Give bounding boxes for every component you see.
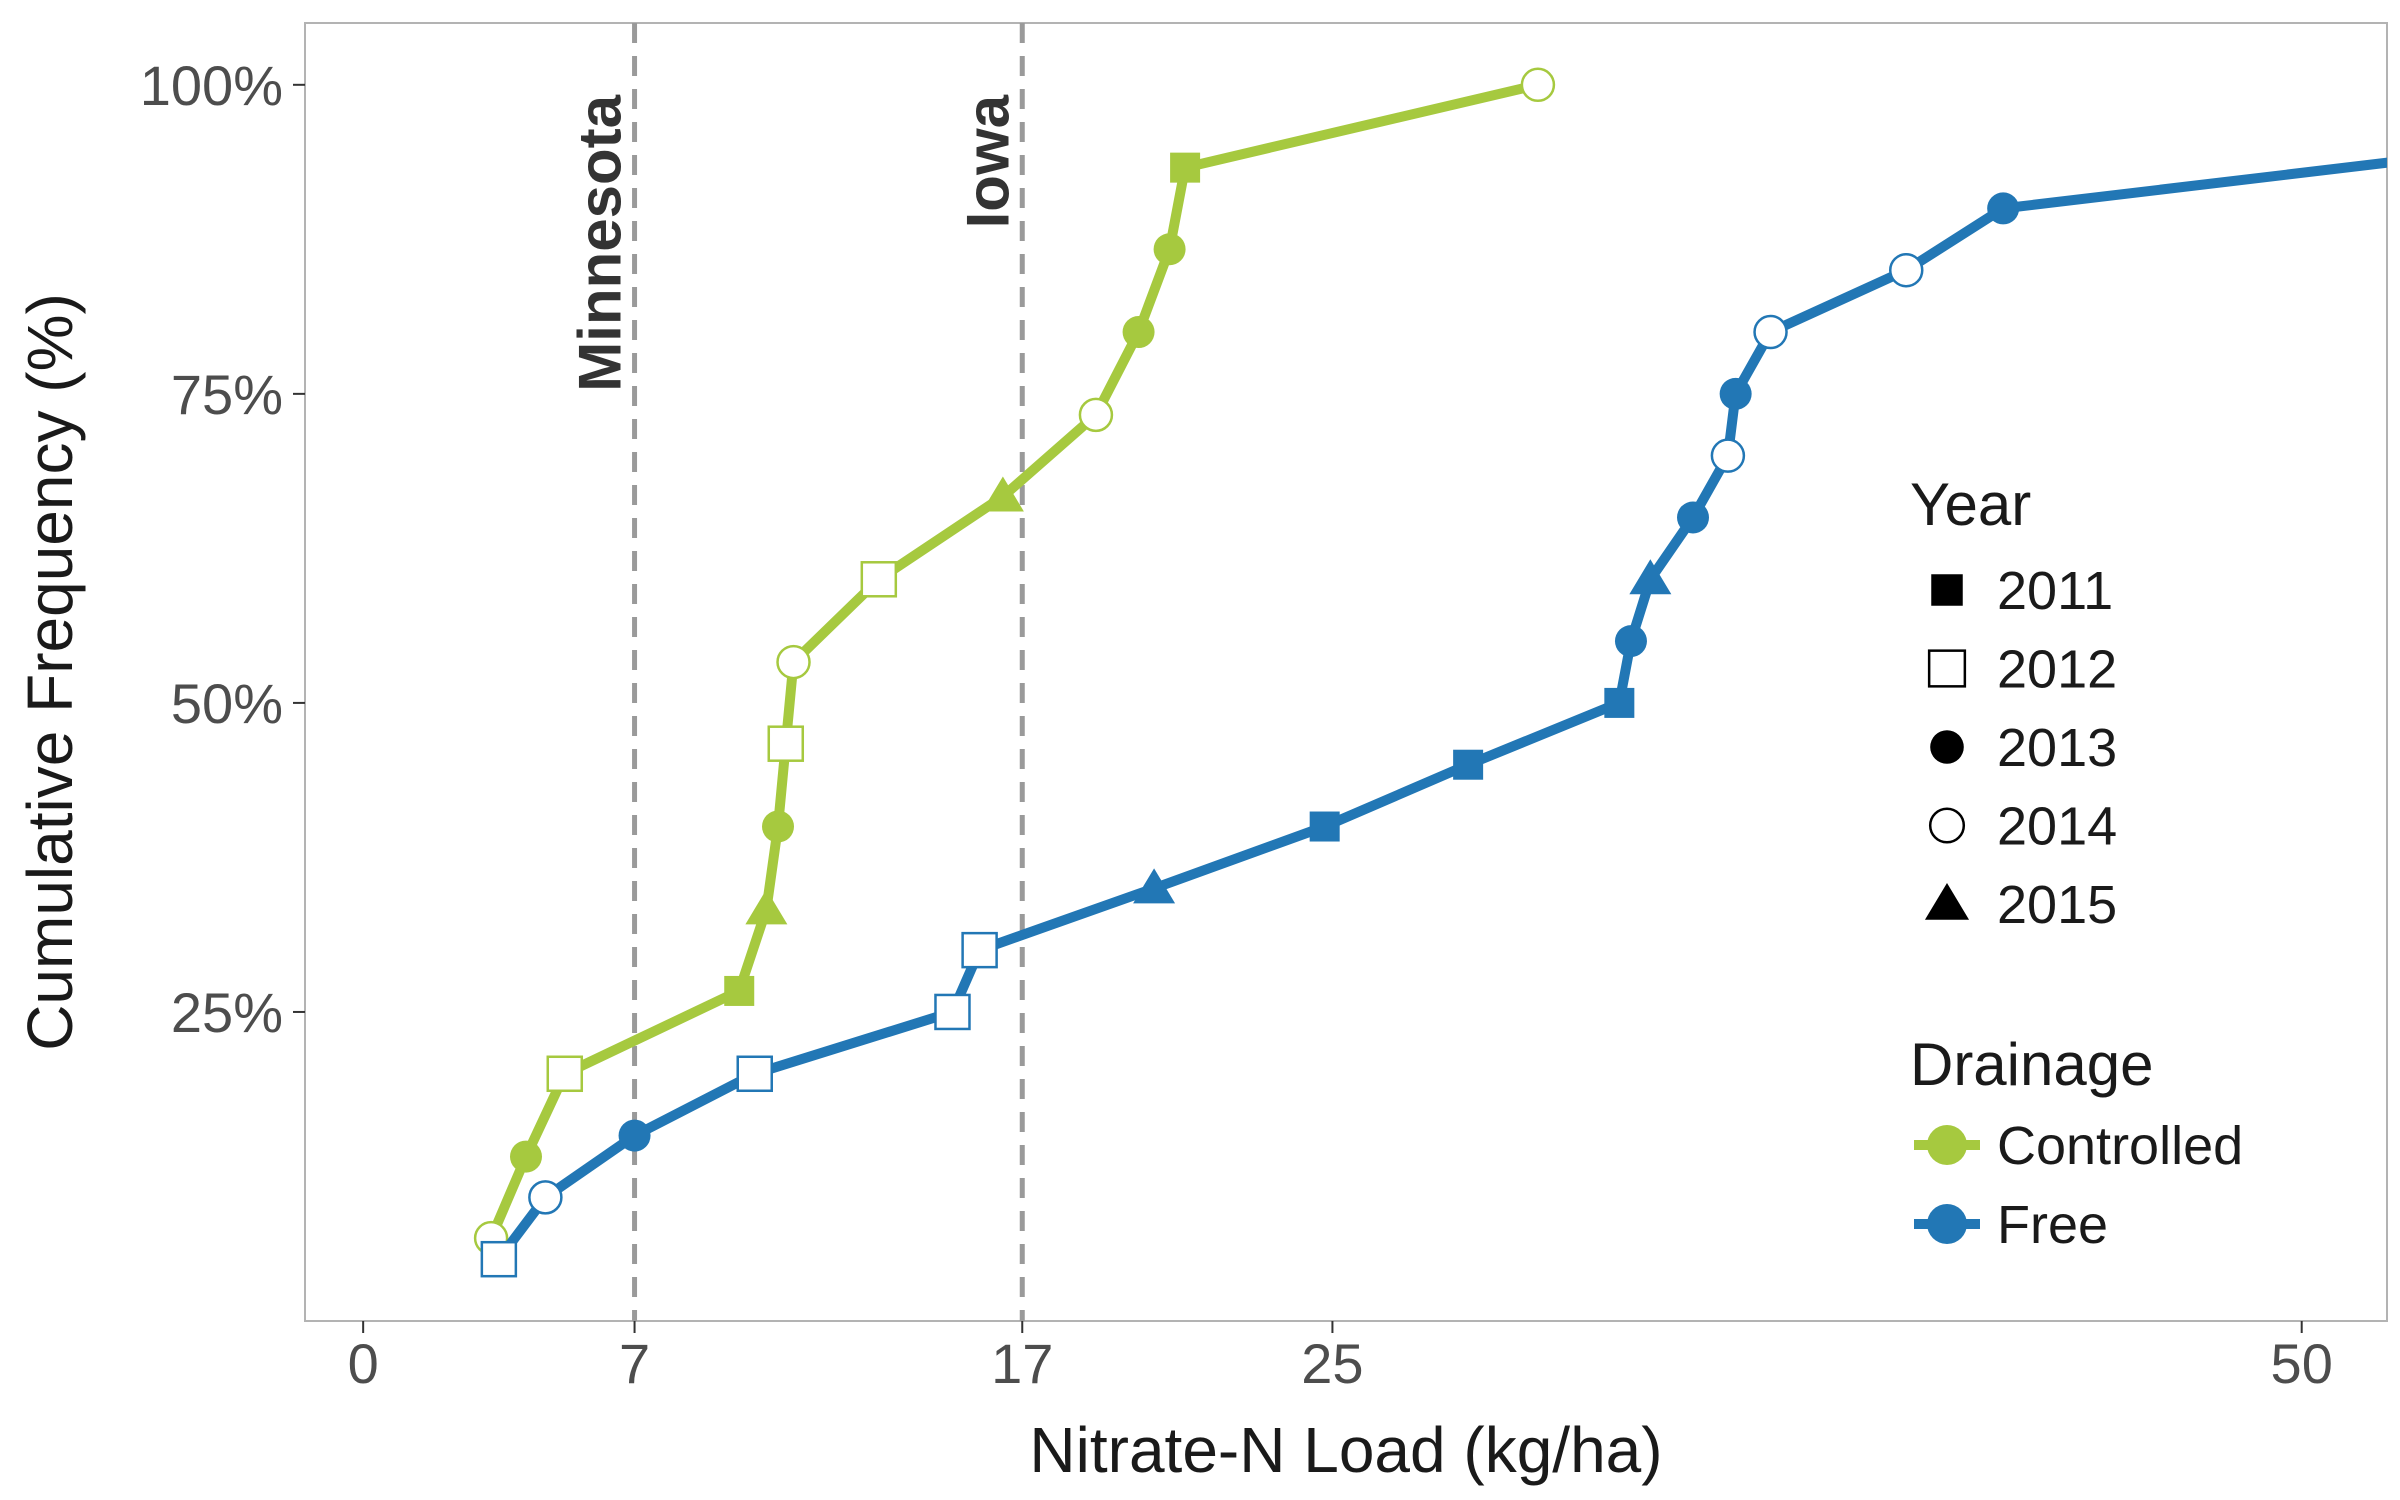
- legend-year-label: 2013: [1997, 718, 2117, 778]
- data-point: [546, 1055, 584, 1093]
- x-tick-label: 17: [991, 1332, 1053, 1395]
- legend-year-title: Year: [1910, 471, 2031, 538]
- data-point: [509, 1140, 542, 1173]
- legend-year-label: 2011: [1997, 561, 2113, 621]
- data-point: [1520, 67, 1556, 103]
- legend-drainage-label: Free: [1997, 1195, 2108, 1255]
- data-point: [1753, 314, 1788, 350]
- legend-year-label: 2012: [1997, 640, 2117, 700]
- data-point: [1170, 152, 1201, 183]
- data-point: [860, 561, 898, 598]
- data-point: [480, 1240, 518, 1278]
- data-point: [1078, 397, 1114, 433]
- data-point: [934, 993, 971, 1031]
- legend-year-key: [1924, 883, 1970, 920]
- data-point: [736, 1055, 773, 1093]
- x-axis-label: Nitrate-N Load (kg/ha): [1029, 1414, 1662, 1486]
- data-point: [961, 931, 998, 969]
- legend-drainage-key: [1927, 1204, 1967, 1244]
- legend-drainage-label: Controlled: [1997, 1116, 2243, 1176]
- x-tick-label: 50: [2271, 1332, 2333, 1395]
- reference-line-label: Minnesota: [567, 94, 634, 391]
- data-point: [1153, 233, 1186, 266]
- data-point: [1309, 811, 1340, 842]
- x-tick-label: 0: [348, 1332, 379, 1395]
- data-point: [1122, 316, 1155, 349]
- y-axis-label: Cumulative Frequency (%): [14, 293, 86, 1051]
- series-layer: [473, 67, 2387, 1278]
- data-point: [745, 889, 788, 925]
- y-tick-label: 100%: [140, 54, 283, 117]
- data-point: [1677, 501, 1709, 534]
- legend-year-label: 2015: [1997, 875, 2117, 935]
- data-point: [724, 975, 755, 1006]
- data-point: [1604, 687, 1635, 718]
- y-tick-label: 50%: [171, 672, 283, 735]
- data-point: [981, 476, 1024, 512]
- reference-line-label: Iowa: [954, 94, 1021, 228]
- plot-panel: [304, 22, 2388, 1322]
- data-point: [1629, 559, 1672, 595]
- reference-lines: Minnesota Iowa: [567, 23, 1025, 1321]
- series-free: [480, 157, 2387, 1278]
- legend-year-key: [1928, 807, 1966, 844]
- x-tick-label: 7: [619, 1332, 650, 1395]
- data-point: [1133, 868, 1176, 904]
- legend-drainage-key: [1927, 1125, 1967, 1165]
- data-point: [1453, 749, 1484, 780]
- data-point: [776, 644, 811, 680]
- data-point: [1614, 625, 1647, 658]
- data-point: [762, 810, 795, 843]
- data-point: [1719, 377, 1752, 410]
- data-point: [767, 725, 805, 762]
- data-point: [1987, 192, 2020, 225]
- y-axis: 25% 50% 75% 100%: [140, 54, 305, 1044]
- data-point: [528, 1180, 563, 1215]
- legend-year-label: 2014: [1997, 797, 2117, 857]
- legend: Year 2011 2012 2013 2014 2015 Drainage Controll…: [1910, 471, 2243, 1255]
- y-tick-label: 25%: [171, 981, 283, 1044]
- legend-year-key: [1930, 730, 1964, 764]
- data-point: [1888, 252, 1924, 288]
- legend-year-key: [1927, 649, 1967, 688]
- y-tick-label: 75%: [171, 363, 283, 426]
- x-tick-label: 25: [1301, 1332, 1363, 1395]
- legend-drainage-title: Drainage: [1910, 1031, 2154, 1098]
- legend-year-key: [1931, 574, 1963, 606]
- data-point: [1710, 438, 1746, 473]
- data-point: [618, 1119, 651, 1152]
- x-axis: 0 7 17 25 50: [348, 1321, 2333, 1395]
